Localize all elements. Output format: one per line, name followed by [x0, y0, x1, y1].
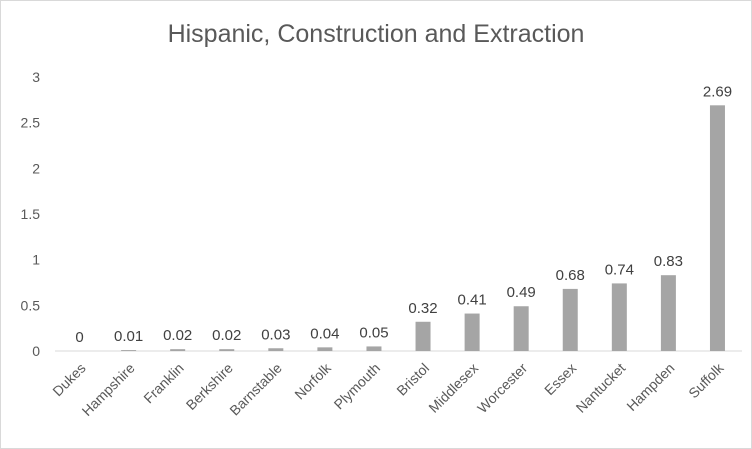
chart-title: Hispanic, Construction and Extraction — [167, 20, 585, 48]
x-tick-label: Hampden — [623, 360, 677, 414]
bar-hampden — [660, 275, 676, 351]
bar-essex — [562, 288, 578, 351]
x-tick-label: Hampshire — [79, 360, 138, 419]
y-tick-label: 1 — [32, 252, 40, 268]
data-label: 0 — [75, 329, 83, 346]
data-label: 0.02 — [163, 327, 192, 344]
x-tick-label: Worcester — [474, 360, 530, 416]
y-tick-label: 2 — [32, 160, 40, 176]
bar-berkshire — [219, 349, 235, 351]
bar-nantucket — [611, 283, 627, 351]
x-tick-label: Norfolk — [291, 359, 334, 402]
data-label: 0.32 — [408, 300, 437, 317]
data-label: 0.83 — [654, 253, 683, 270]
bar-barnstable — [268, 348, 284, 351]
bar-plymouth — [366, 346, 382, 351]
data-label: 0.02 — [212, 327, 241, 344]
data-label: 0.01 — [114, 328, 143, 345]
data-label: 0.04 — [310, 325, 339, 342]
y-tick-label: 0 — [32, 343, 40, 359]
data-label: 0.03 — [261, 326, 290, 343]
x-tick-label: Franklin — [140, 360, 187, 407]
x-tick-label: Plymouth — [331, 360, 384, 413]
bar-franklin — [170, 349, 186, 351]
data-label: 0.68 — [556, 267, 585, 284]
x-tick-label: Dukes — [49, 360, 88, 399]
data-label: 0.49 — [507, 284, 536, 301]
x-tick-label: Bristol — [393, 360, 432, 399]
y-tick-label: 3 — [32, 69, 40, 85]
bar-middlesex — [464, 313, 480, 351]
bar-bristol — [415, 321, 431, 351]
bar-hampshire — [121, 350, 137, 351]
x-tick-label: Essex — [541, 360, 579, 398]
x-tick-label: Nantucket — [573, 360, 629, 416]
y-axis-ticks: 0 0.5 1 1.5 2 2.5 3 — [21, 69, 41, 359]
data-label: 2.69 — [703, 83, 732, 100]
x-tick-label: Middlesex — [425, 360, 481, 416]
data-labels: 0 0.01 0.02 0.02 0.03 0.04 0.05 0.32 0.41 0.49 0.6… — [75, 83, 732, 346]
y-tick-label: 1.5 — [21, 206, 41, 222]
y-tick-label: 0.5 — [21, 297, 41, 313]
x-tick-label: Barnstable — [226, 360, 285, 419]
data-label: 0.05 — [359, 324, 388, 341]
x-tick-label: Suffolk — [685, 359, 727, 401]
bar-norfolk — [317, 347, 333, 351]
bar-suffolk — [709, 105, 725, 352]
y-tick-label: 2.5 — [21, 115, 41, 131]
bars — [121, 105, 725, 352]
data-label: 0.41 — [458, 292, 487, 309]
data-label: 0.74 — [605, 261, 634, 278]
bar-worcester — [513, 306, 529, 351]
